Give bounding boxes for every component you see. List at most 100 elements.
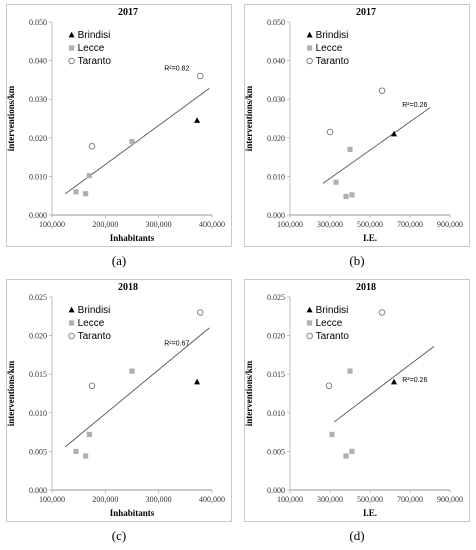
y-axis-label: interventions/km [244,85,254,151]
legend-label-taranto: Taranto [316,56,350,67]
r-squared-annotation: R²=0.67 [164,340,189,347]
chart-frame [244,279,470,522]
legend-brindisi-icon [68,306,75,313]
y-tick-label: 0.000 [267,211,285,220]
r-squared-annotation: R²=0.26 [402,377,427,384]
chart-title: 2018 [356,282,376,293]
legend-taranto-icon [306,332,313,340]
lecce-data-point [83,453,89,459]
panel-caption: (c) [111,528,127,543]
legend-taranto-icon [68,57,75,65]
lecce-data-point [129,139,135,145]
lecce-data-point [347,146,353,152]
r-squared-annotation: R²=0.82 [164,65,189,72]
brindisi-data-point [194,117,201,123]
taranto-data-point [197,72,204,80]
trendline [65,327,210,448]
legend-brindisi-icon [306,306,313,313]
legend-lecce-icon [69,45,75,51]
x-tick-label: 300,000 [146,220,172,229]
y-axis-label: interventions/km [6,360,16,426]
legend-label-brindisi: Brindisi [78,30,111,41]
taranto-data-point [197,309,204,316]
lecce-data-point [343,453,349,459]
x-tick-label: 100,000 [39,495,65,504]
y-tick-label: 0.010 [267,409,285,418]
x-tick-label: 700,000 [397,220,423,229]
scatter-chart-2018-inhabitants: 2018 0.000 0.005 0.010 0.015 0.020 0.025 100,00… [6,282,225,518]
x-tick-label: 300,000 [317,495,343,504]
y-tick-label: 0.025 [267,293,285,302]
x-axis-label: I.E. [363,508,377,518]
legend-lecce-icon [69,320,75,326]
trendline [333,346,435,423]
r-squared-annotation: R²=0.26 [402,102,427,109]
lecce-data-point [86,431,92,438]
y-axis-label: interventions/km [6,85,16,151]
x-tick-label: 500,000 [357,220,383,229]
y-tick-label: 0.020 [267,332,285,341]
y-axis-label: interventions/km [244,360,254,426]
y-tick-label: 0.030 [29,95,47,104]
y-tick-label: 0.040 [29,57,47,66]
x-axis-label: I.E. [363,233,377,243]
x-tick-label: 100,000 [39,220,65,229]
legend-label-brindisi: Brindisi [78,305,111,316]
y-tick-label: 0.040 [267,57,285,66]
legend-label-taranto: Taranto [78,56,112,67]
lecce-data-point [343,193,349,200]
chart-panel-d: 2018 0.000 0.005 0.010 0.015 0.020 0.025 100,00… [238,275,476,550]
panel-caption: (a) [111,253,127,268]
x-tick-label: 300,000 [317,220,343,229]
legend-lecce-icon [307,320,313,326]
lecce-data-point [129,368,135,374]
y-tick-label: 0.015 [267,370,285,379]
chart-title: 2017 [118,7,138,18]
legend-brindisi-icon [306,31,313,38]
x-tick-label: 100,000 [277,495,303,504]
brindisi-data-point [194,378,201,385]
legend-taranto-icon [68,332,75,340]
lecce-data-point [86,173,92,179]
trendline [322,107,431,184]
x-tick-label: 900,000 [437,495,463,504]
chart-title: 2018 [118,282,138,293]
taranto-data-point [88,382,96,390]
chart-panel-a: 2017 0.000 0.010 0.020 0.030 0.040 0.050 100,00… [0,0,238,275]
x-tick-label: 200,000 [92,220,118,229]
legend-label-taranto: Taranto [78,331,112,342]
y-tick-label: 0.000 [29,211,47,220]
y-tick-label: 0.000 [29,486,47,495]
legend-label-brindisi: Brindisi [316,305,349,316]
scatter-chart-2017-ie: 2017 0.000 0.010 0.020 0.030 0.040 0.050 100,00… [244,7,463,243]
taranto-data-point [325,382,333,390]
x-tick-label: 400,000 [199,220,225,229]
lecce-data-point [347,368,353,374]
chart-frame [6,279,232,522]
lecce-data-point [329,431,335,438]
y-tick-label: 0.010 [29,409,47,418]
y-tick-label: 0.020 [29,134,47,143]
x-tick-label: 200,000 [92,495,118,504]
y-tick-label: 0.010 [29,172,47,181]
y-tick-label: 0.015 [29,370,47,379]
x-tick-label: 100,000 [277,220,303,229]
taranto-data-point [378,309,386,316]
y-tick-label: 0.010 [267,172,285,181]
taranto-data-point [378,87,386,94]
y-tick-label: 0.005 [29,447,47,456]
lecce-data-point [349,448,355,454]
taranto-data-point [88,143,96,150]
x-tick-label: 500,000 [357,495,383,504]
x-tick-label: 300,000 [146,495,172,504]
x-tick-label: 400,000 [199,495,225,504]
y-tick-label: 0.030 [267,95,285,104]
x-axis-label: Inhabitants [110,508,155,518]
legend-label-taranto: Taranto [316,331,350,342]
chart-title: 2017 [356,7,376,18]
y-tick-label: 0.005 [267,447,285,456]
chart-frame [244,4,470,247]
legend-taranto-icon [306,57,313,65]
panel-caption: (d) [349,528,365,543]
